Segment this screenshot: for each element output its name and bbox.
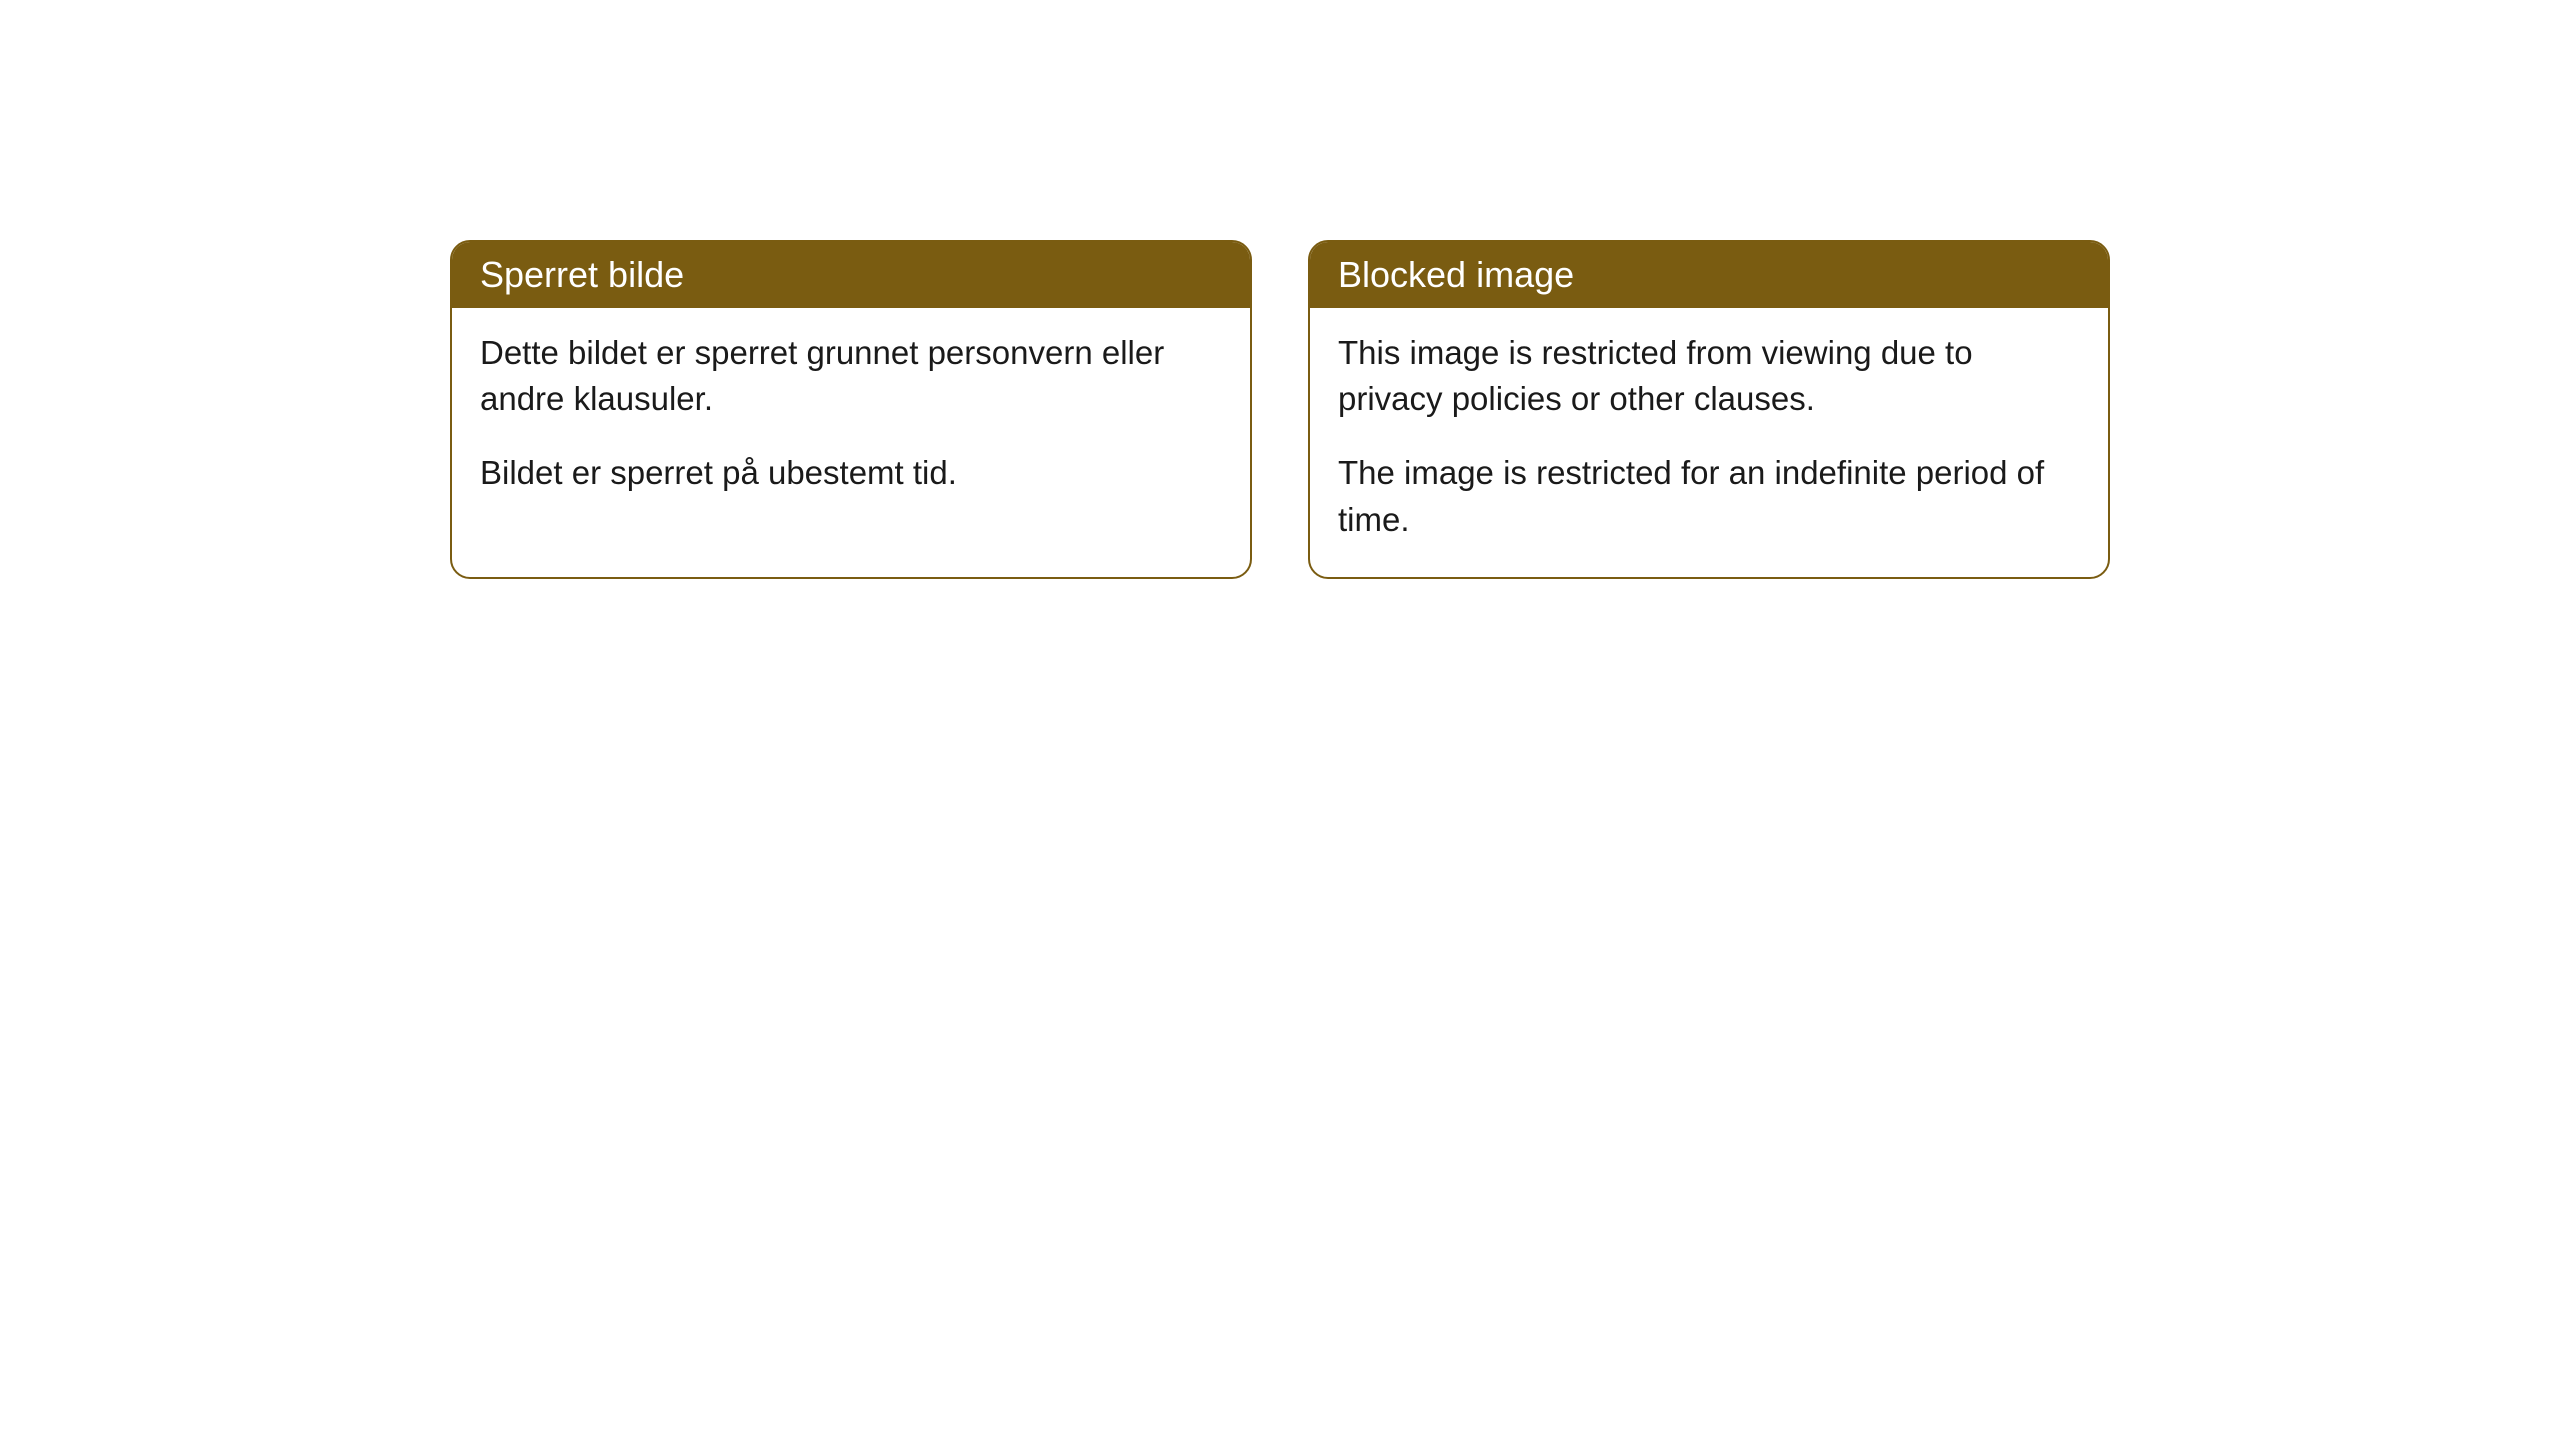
card-body-norwegian: Dette bildet er sperret grunnet personve…: [452, 308, 1250, 531]
card-header-norwegian: Sperret bilde: [452, 242, 1250, 308]
blocked-image-card-norwegian: Sperret bilde Dette bildet er sperret gr…: [450, 240, 1252, 579]
card-text-norwegian-p2: Bildet er sperret på ubestemt tid.: [480, 450, 1222, 496]
card-text-english-p1: This image is restricted from viewing du…: [1338, 330, 2080, 422]
card-text-english-p2: The image is restricted for an indefinit…: [1338, 450, 2080, 542]
info-cards-container: Sperret bilde Dette bildet er sperret gr…: [450, 240, 2560, 579]
card-header-english: Blocked image: [1310, 242, 2108, 308]
blocked-image-card-english: Blocked image This image is restricted f…: [1308, 240, 2110, 579]
card-body-english: This image is restricted from viewing du…: [1310, 308, 2108, 577]
card-text-norwegian-p1: Dette bildet er sperret grunnet personve…: [480, 330, 1222, 422]
